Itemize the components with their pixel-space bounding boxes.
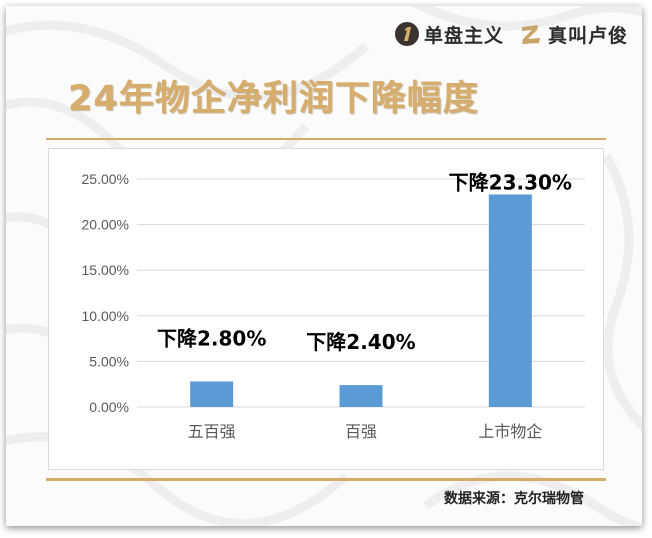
y-tick-label: 0.00% <box>89 399 129 415</box>
bar <box>488 194 532 407</box>
y-tick-label: 15.00% <box>82 262 129 278</box>
logo-danpan-text: 单盘主义 <box>423 24 504 47</box>
chart-panel: 0.00% 5.00% 10.00% 15.00% 20.00% 25.00% 五百强 下降2… <box>48 148 604 470</box>
logo-danpan: 单盘主义 <box>394 21 504 48</box>
bar <box>190 381 234 407</box>
data-label: 下降23.30% <box>449 171 572 195</box>
card: 单盘主义 真叫卢俊 24年物企净利润下降幅度 0.00% 5.00% 10.00% 1… <box>6 6 642 526</box>
y-tick-label: 10.00% <box>82 308 129 324</box>
y-tick-label: 5.00% <box>89 353 129 369</box>
data-source-note: 数据来源：克尔瑞物管 <box>444 491 584 507</box>
data-label: 下降2.40% <box>306 330 415 354</box>
page-title: 24年物企净利润下降幅度 <box>68 79 479 119</box>
y-tick-label: 25.00% <box>82 171 129 187</box>
x-tick-label: 五百强 <box>188 422 236 441</box>
x-tick-label: 百强 <box>345 422 377 441</box>
bar-chart: 0.00% 5.00% 10.00% 15.00% 20.00% 25.00% 五百强 下降2… <box>82 171 585 441</box>
wave-background-pattern <box>6 6 642 526</box>
number-one-badge-icon <box>394 22 419 46</box>
brand-logos: 单盘主义 真叫卢俊 <box>394 18 628 50</box>
bar <box>339 385 383 407</box>
footer-divider <box>46 478 606 481</box>
y-tick-label: 20.00% <box>82 217 129 233</box>
x-tick-label: 上市物企 <box>478 422 542 441</box>
logo-zhenjiao: 真叫卢俊 <box>518 21 628 48</box>
data-label: 下降2.80% <box>157 326 266 350</box>
title-divider <box>46 138 606 140</box>
number-two-badge-icon <box>521 25 540 44</box>
logo-zhenjiao-text: 真叫卢俊 <box>547 24 628 47</box>
